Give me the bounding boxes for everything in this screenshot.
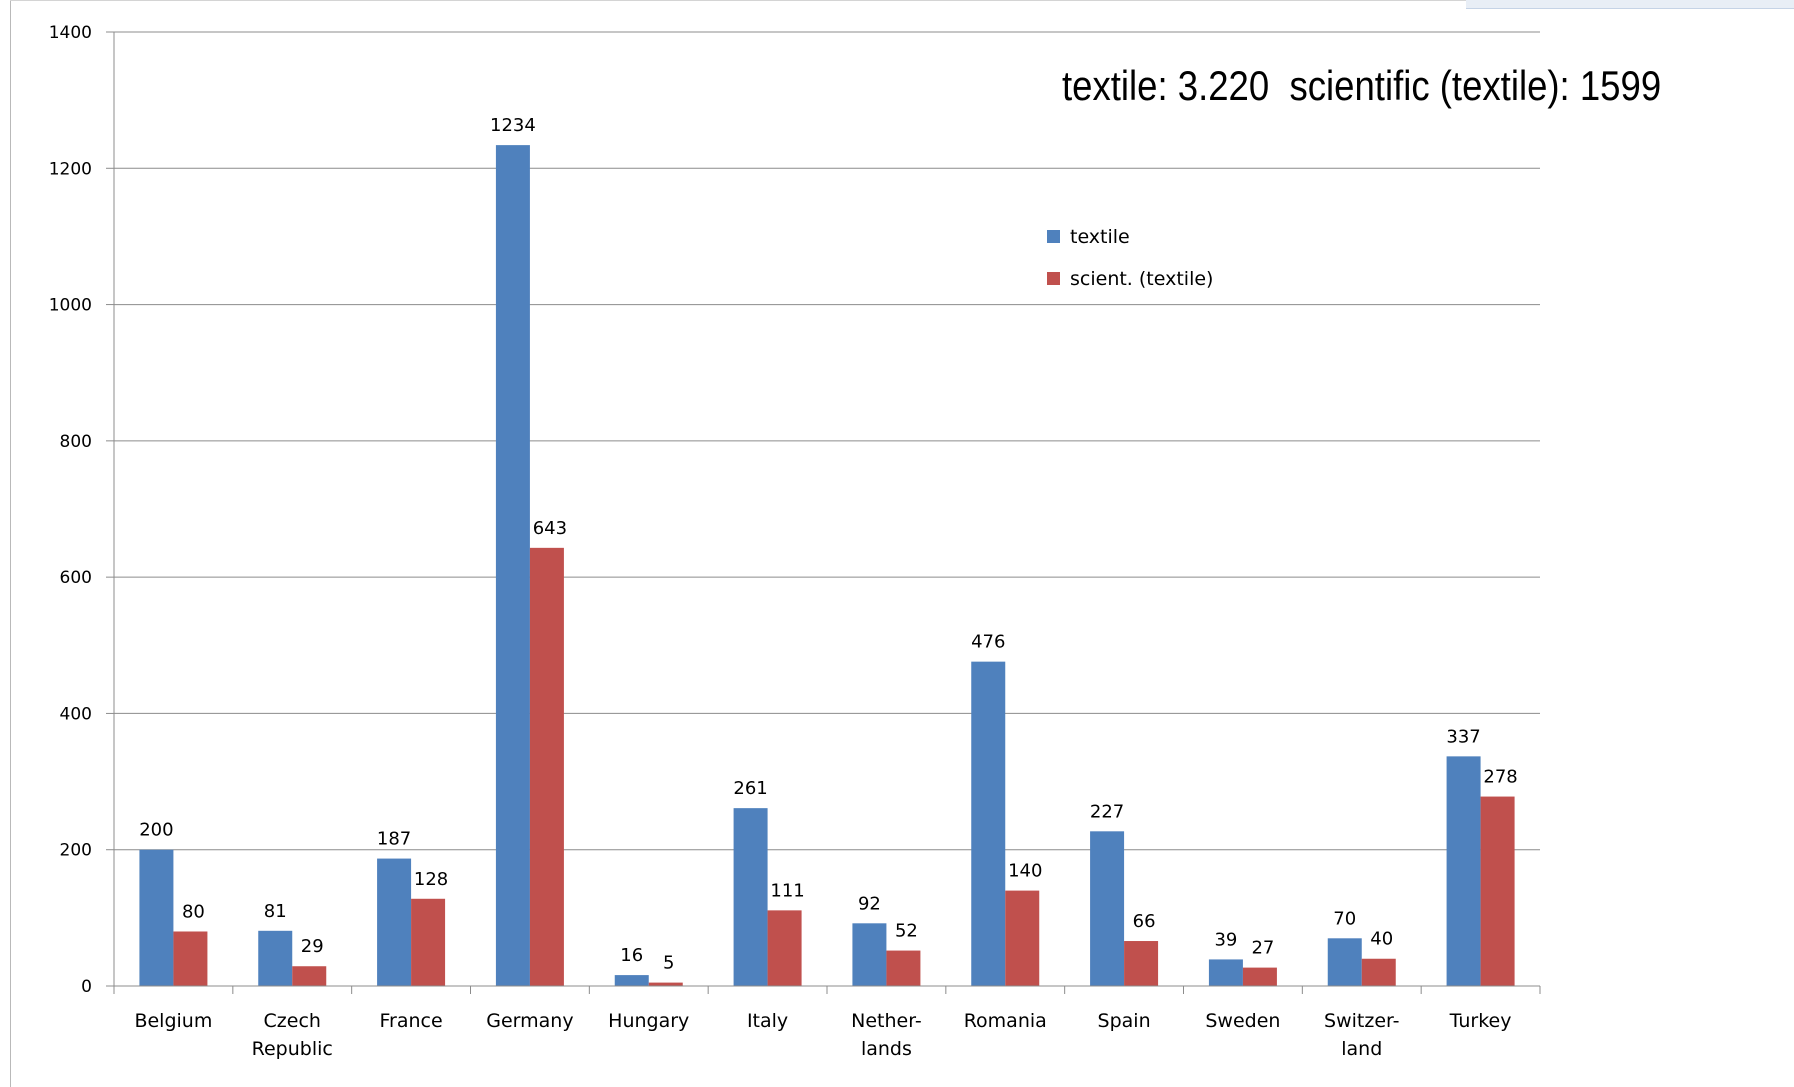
x-tick-label: Switzer- [1324, 1010, 1399, 1032]
corner-tab [1466, 0, 1794, 9]
x-tick-label: Italy [747, 1010, 788, 1032]
bar-scientific [1361, 958, 1396, 986]
y-tick-label: 200 [60, 841, 92, 861]
x-tick-label: France [379, 1010, 442, 1032]
bar-scientific [292, 966, 327, 986]
data-label: 476 [971, 632, 1005, 653]
data-label: 187 [377, 829, 411, 850]
bar-textile [1090, 831, 1125, 986]
data-label: 261 [733, 778, 767, 799]
frame-top-border [10, 0, 1794, 1]
data-label: 39 [1214, 929, 1237, 950]
data-label: 111 [770, 880, 804, 901]
gridlines [114, 31, 1540, 851]
legend-label: textile [1070, 226, 1130, 248]
x-tick-label: Turkey [1449, 1010, 1512, 1032]
bar-scientific [1242, 967, 1277, 986]
bar-textile [614, 975, 649, 986]
bar-scientific [1005, 890, 1040, 986]
totals-annotation: textile: 3.220 scientific (textile): 159… [1062, 62, 1662, 109]
legend-swatch [1047, 230, 1060, 243]
bar-scientific [1480, 796, 1515, 986]
bar-textile [733, 808, 768, 986]
bar-textile [1327, 938, 1362, 986]
data-label: 70 [1333, 908, 1356, 929]
data-label: 200 [139, 820, 173, 841]
x-axis: Belgium Czech Republic France Germany Hungary… [113, 985, 1541, 1060]
y-tick-label: 0 [81, 977, 92, 997]
bar-scientific [173, 931, 208, 986]
y-tick-label: 1400 [49, 23, 92, 43]
bar-textile [495, 145, 530, 987]
x-tick-label: Nether- [851, 1010, 922, 1032]
data-label: 227 [1090, 801, 1124, 822]
y-tick-label: 800 [60, 432, 92, 452]
data-label: 80 [182, 901, 205, 922]
data-label: 5 [663, 953, 674, 974]
y-tick-label: 600 [60, 568, 92, 588]
bar-scientific [648, 982, 683, 986]
x-tick-label: Romania [964, 1010, 1047, 1032]
x-tick-label: land [1341, 1038, 1382, 1060]
x-tick-label: Republic [252, 1038, 333, 1060]
x-tick-label: Czech [264, 1010, 321, 1032]
x-tick-label: Sweden [1205, 1010, 1280, 1032]
y-tick-label: 1000 [49, 296, 92, 316]
bar-textile [852, 923, 887, 986]
bar-textile [1208, 959, 1243, 986]
bar-scientific [886, 950, 921, 986]
data-label: 16 [620, 945, 643, 966]
frame-left-border [10, 0, 11, 1087]
y-tick-label: 1200 [49, 159, 92, 179]
legend: textile scient. (textile) [1047, 226, 1213, 290]
x-tick-label: Hungary [608, 1010, 689, 1032]
data-label: 92 [858, 893, 881, 914]
x-tick-label: Belgium [134, 1010, 212, 1032]
data-label: 128 [414, 869, 448, 890]
legend-swatch [1047, 272, 1060, 285]
bars: 200 81 187 1234 16 261 92 476 227 39 70 337 80 29 128 6… [139, 115, 1518, 987]
bar-textile [971, 661, 1006, 986]
data-label: 52 [895, 921, 918, 942]
data-label: 278 [1483, 767, 1517, 788]
x-tick-label: Spain [1098, 1010, 1151, 1032]
legend-label: scient. (textile) [1070, 268, 1213, 290]
bar-scientific [529, 547, 564, 986]
data-label: 140 [1008, 861, 1042, 882]
bar-textile [1446, 756, 1481, 986]
data-label: 1234 [490, 115, 536, 136]
y-axis: 0 200 400 600 800 1000 1200 1400 [49, 23, 115, 997]
x-tick-label: lands [861, 1038, 912, 1060]
bar-textile [258, 930, 293, 986]
bar-textile [139, 849, 174, 986]
bar-scientific [1124, 941, 1159, 986]
x-tick-label: Germany [486, 1010, 573, 1032]
bar-scientific [411, 898, 446, 986]
data-label: 27 [1251, 938, 1274, 959]
data-label: 40 [1370, 929, 1393, 950]
data-label: 81 [264, 901, 287, 922]
data-label: 29 [301, 936, 324, 957]
bar-scientific [767, 910, 802, 986]
data-label: 66 [1133, 911, 1156, 932]
bar-textile [377, 858, 412, 986]
data-label: 643 [533, 518, 567, 539]
y-tick-label: 400 [60, 704, 92, 724]
data-label: 337 [1446, 726, 1480, 747]
